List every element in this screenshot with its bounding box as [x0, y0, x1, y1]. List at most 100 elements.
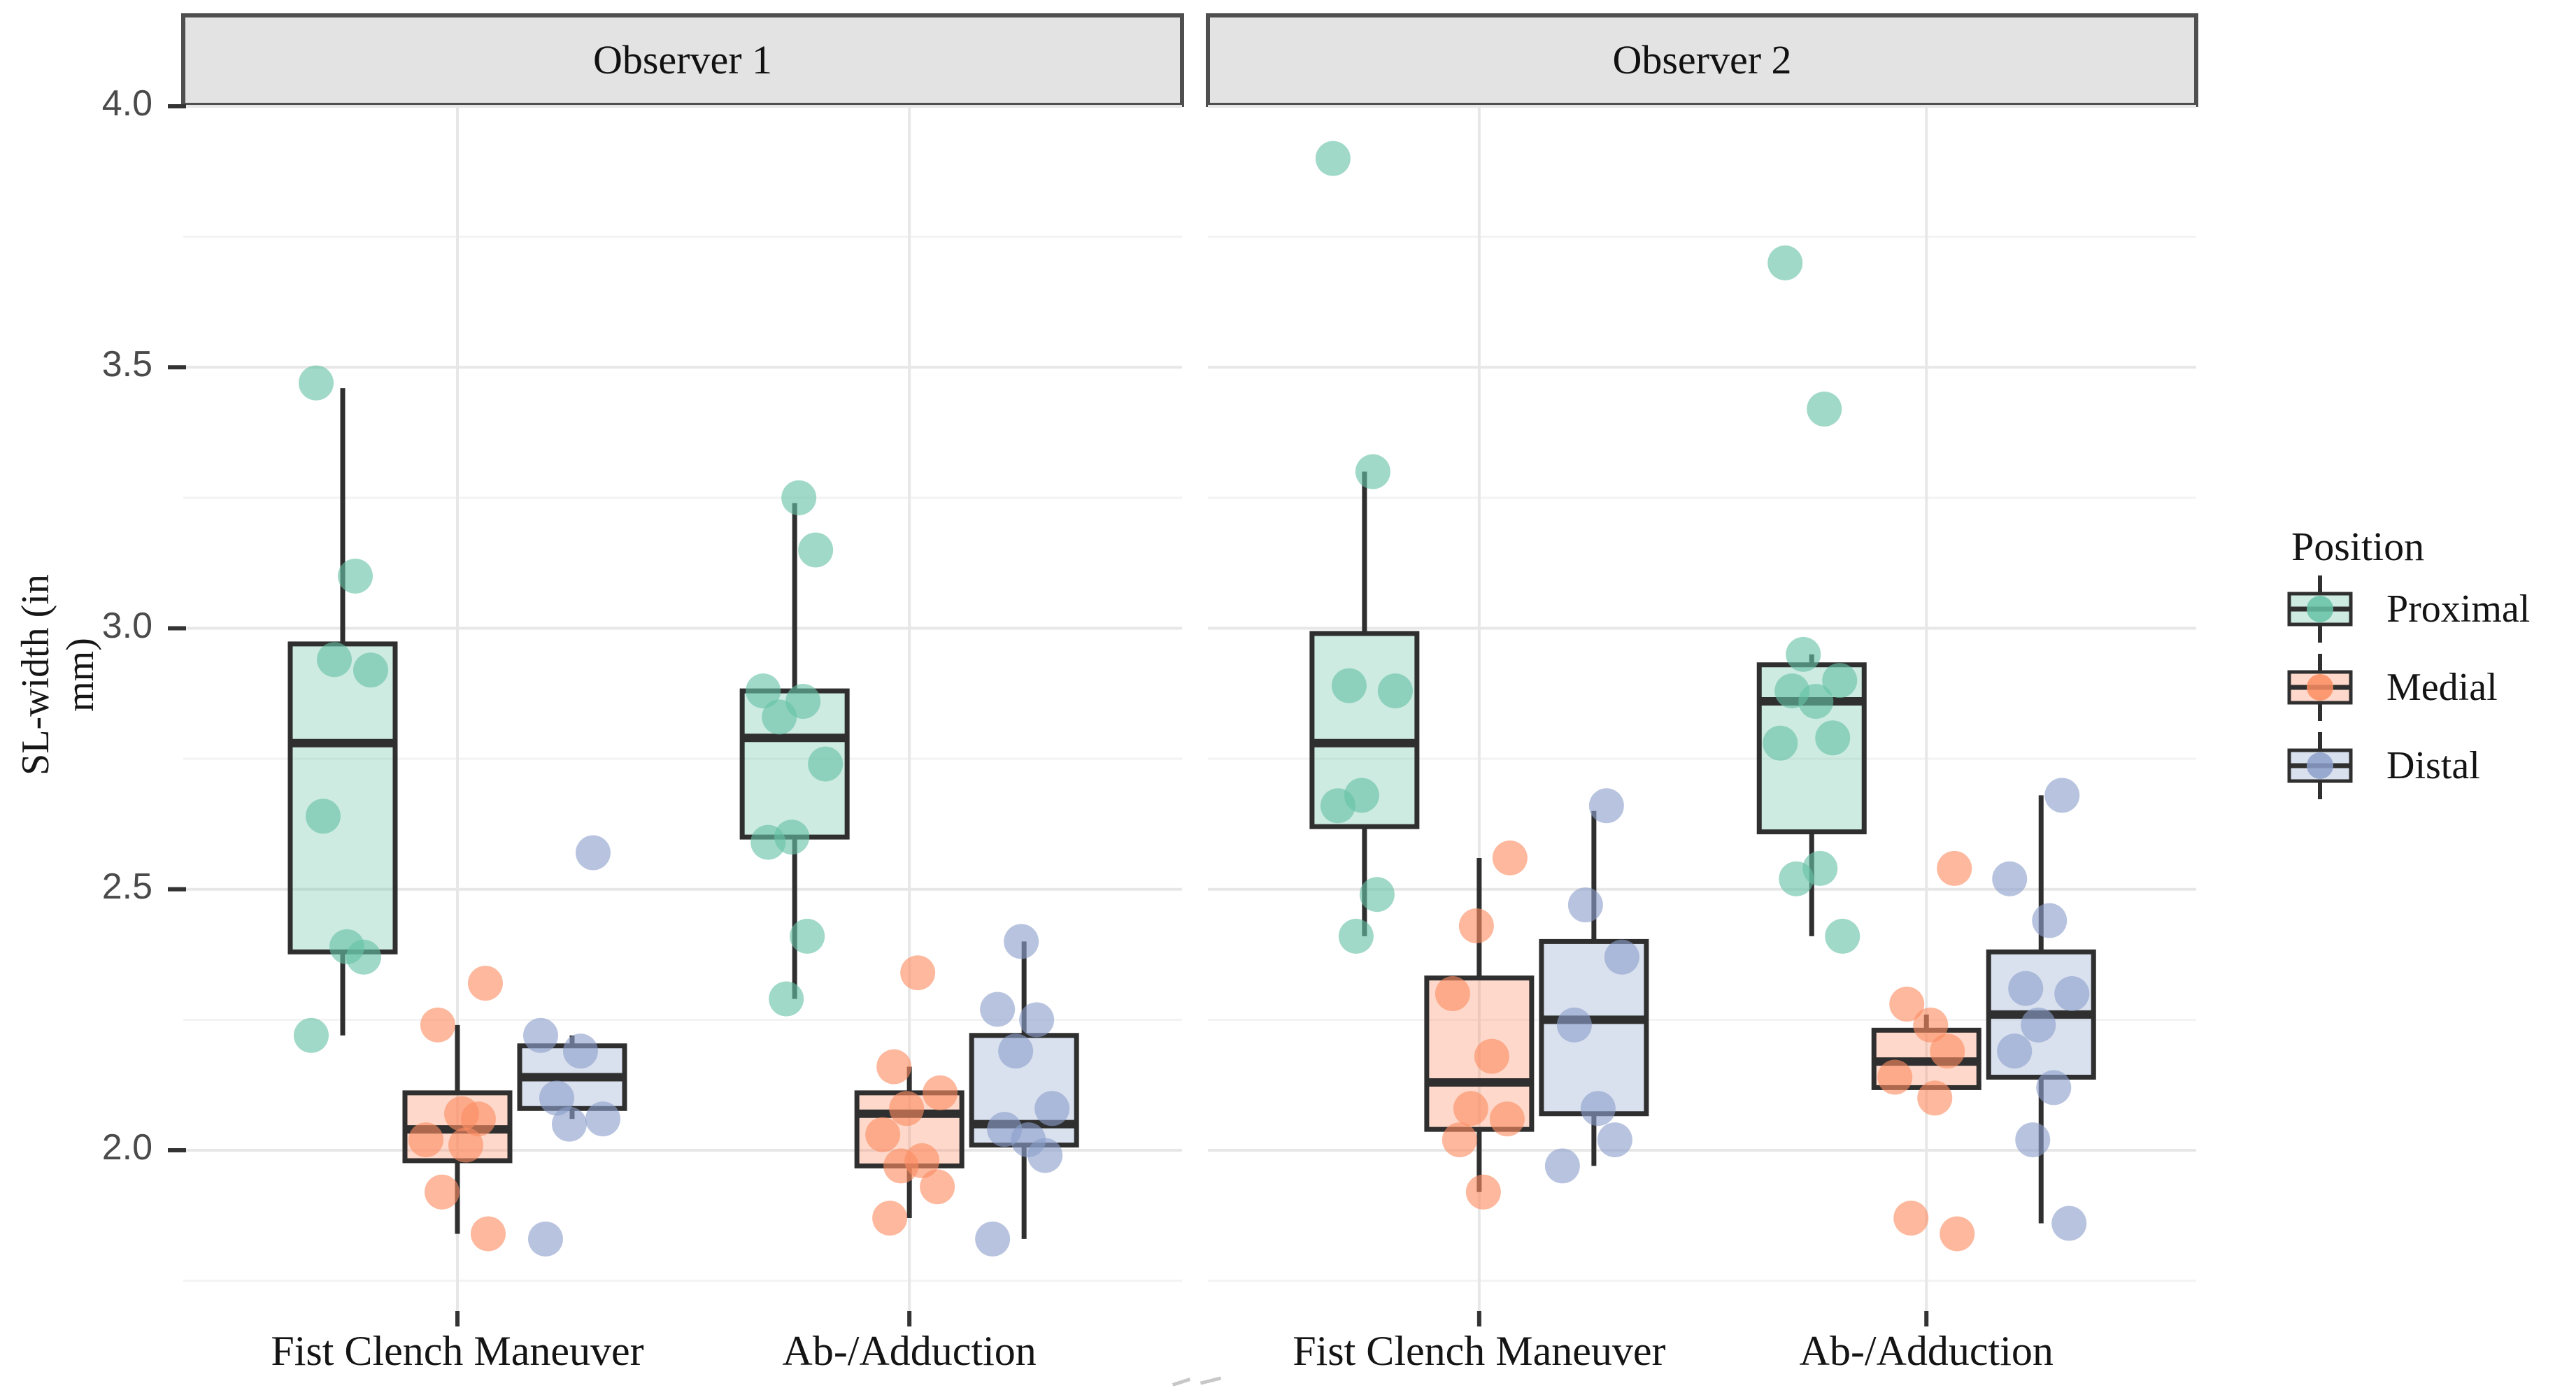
x-tick-label: Ab-/Adduction [1799, 1328, 2054, 1374]
jitter-point-proximal [1338, 918, 1374, 954]
jitter-point-proximal [1779, 861, 1814, 896]
jitter-point-proximal [1315, 141, 1351, 176]
jitter-point-medial [1889, 986, 1925, 1022]
jitter-point-proximal [298, 365, 334, 401]
facet-strip-label-observer-2: Observer 2 [1612, 37, 1792, 83]
jitter-point-distal [585, 1101, 620, 1137]
legend-point-icon [2307, 674, 2333, 701]
y-tick-label: 2.0 [101, 1127, 152, 1168]
jitter-point-distal [1027, 1138, 1063, 1173]
jitter-point-medial [1893, 1201, 1929, 1236]
jitter-point-proximal [1359, 877, 1395, 913]
jitter-point-proximal [1767, 245, 1803, 280]
jitter-point-medial [460, 1101, 496, 1137]
jitter-point-distal [562, 1033, 598, 1069]
x-tick-label: Fist Clench Maneuver [271, 1328, 644, 1374]
x-tick-label: Ab-/Adduction [782, 1328, 1037, 1374]
jitter-point-distal [975, 1221, 1011, 1257]
jitter-point-proximal [1798, 684, 1834, 720]
jitter-point-distal [2044, 778, 2080, 813]
jitter-point-distal [1997, 1033, 2033, 1069]
jitter-point-proximal [293, 1017, 329, 1053]
legend-point-icon [2307, 596, 2333, 622]
jitter-point-distal [527, 1221, 563, 1257]
jitter-point-distal [551, 1106, 587, 1142]
jitter-point-medial [900, 955, 936, 991]
jitter-point-distal [980, 992, 1016, 1027]
jitter-point-medial [1917, 1080, 1953, 1116]
jitter-point-distal [2015, 1122, 2051, 1158]
y-tick-label: 2.5 [101, 866, 152, 907]
jitter-point-medial [1940, 1216, 1975, 1252]
facet-strip [1206, 13, 2198, 107]
jitter-point-proximal [1815, 720, 1851, 756]
jitter-point-medial [448, 1127, 483, 1163]
jitter-point-medial [1458, 908, 1494, 944]
legend-item-distal: Distal [2282, 727, 2575, 805]
jitter-point-distal [2032, 903, 2068, 938]
legend-item-label: Proximal [2386, 587, 2531, 631]
jitter-point-distal [2051, 1206, 2087, 1241]
legend-item-label: Medial [2386, 666, 2498, 709]
legend-item-label: Distal [2386, 744, 2480, 787]
legend-key-boxplot-icon [2287, 575, 2353, 643]
legend-item-proximal: Proximal [2282, 570, 2575, 648]
jitter-point-distal [1597, 1122, 1632, 1158]
jitter-point-proximal [353, 652, 388, 688]
jitter-point-medial [920, 1169, 955, 1205]
y-axis-title: SL-width (in mm) [14, 574, 102, 775]
jitter-point-proximal [769, 981, 804, 1017]
jitter-point-distal [2036, 1070, 2072, 1106]
y-tick-label: 3.5 [101, 344, 152, 385]
jitter-point-distal [1604, 939, 1639, 975]
jitter-point-medial [872, 1201, 908, 1236]
legend-point-icon [2307, 752, 2333, 779]
bottom-artifact [1160, 1376, 1237, 1393]
jitter-point-medial [876, 1049, 912, 1085]
jitter-point-medial [923, 1075, 958, 1110]
jitter-point-proximal [1825, 918, 1860, 954]
x-tick-label: Fist Clench Maneuver [1293, 1328, 1666, 1374]
jitter-point-distal [1580, 1091, 1616, 1126]
jitter-point-proximal [346, 939, 381, 975]
jitter-point-medial [1913, 1007, 1949, 1043]
jitter-point-distal [1034, 1091, 1070, 1126]
jitter-point-medial [889, 1091, 925, 1126]
jitter-point-proximal [1822, 663, 1858, 699]
jitter-point-distal [1544, 1148, 1580, 1184]
facet-strip [181, 13, 1184, 107]
legend: Position Proximal Medial Distal [2282, 523, 2575, 805]
jitter-point-distal [998, 1033, 1034, 1069]
jitter-point-distal [1588, 788, 1624, 824]
jitter-point-proximal [1331, 668, 1367, 703]
jitter-point-distal [539, 1080, 574, 1116]
facet-strip-label-observer-1: Observer 1 [592, 37, 773, 83]
jitter-point-medial [424, 1174, 460, 1210]
jitter-point-proximal [337, 558, 373, 594]
jitter-point-medial [1930, 1033, 1965, 1069]
jitter-point-proximal [1763, 725, 1798, 761]
jitter-point-distal [2021, 1007, 2056, 1043]
jitter-point-proximal [1377, 673, 1413, 709]
jitter-point-distal [1004, 924, 1039, 959]
jitter-point-distal [2054, 976, 2090, 1012]
jitter-point-proximal [305, 799, 341, 834]
jitter-point-medial [1453, 1091, 1488, 1126]
jitter-point-proximal [1786, 636, 1821, 672]
jitter-point-medial [1492, 840, 1528, 875]
jitter-point-distal [1556, 1007, 1592, 1043]
jitter-point-medial [883, 1148, 919, 1184]
jitter-point-medial [1435, 976, 1470, 1012]
jitter-point-distal [1019, 1002, 1055, 1038]
jitter-point-proximal [746, 673, 781, 709]
jitter-point-distal [522, 1017, 558, 1053]
boxplot-box-proximal [287, 641, 398, 954]
jitter-point-proximal [1807, 391, 1842, 427]
legend-title: Position [2291, 524, 2425, 569]
jitter-point-medial [467, 966, 503, 1001]
jitter-point-medial [408, 1122, 443, 1158]
jitter-point-medial [1489, 1101, 1525, 1137]
jitter-point-medial [470, 1216, 506, 1252]
